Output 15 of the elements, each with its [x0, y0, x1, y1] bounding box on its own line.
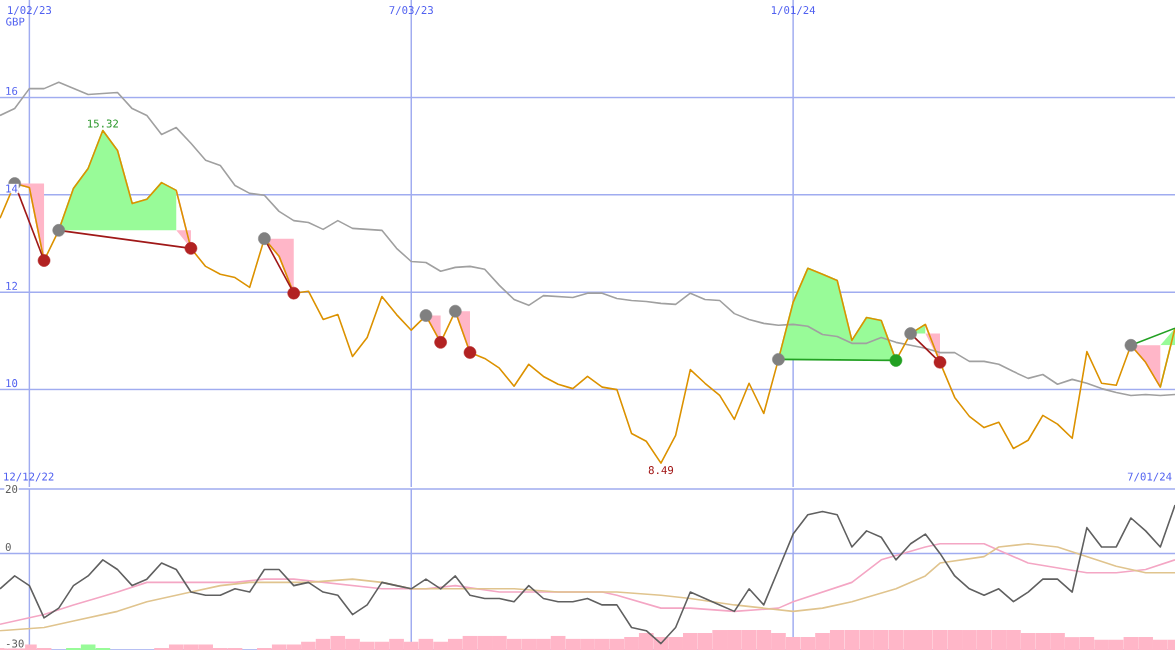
annotation: 15.32	[88, 119, 118, 128]
x-tick-label: 1/02/23	[8, 6, 52, 15]
x-tick-label: 1/01/24	[771, 6, 816, 15]
y-axis-title: GBP	[6, 17, 25, 26]
y-tick-label: 14	[6, 184, 18, 193]
annotation: 12/12/22	[4, 472, 54, 482]
x-tick-label: 7/03/23	[389, 6, 433, 15]
annotation: 8.49	[648, 466, 674, 475]
annotation: 7/01/24	[1127, 472, 1172, 482]
y-tick-label: 10	[6, 379, 18, 388]
y-tick-label: 20	[5, 484, 18, 494]
y-tick-label: 0	[5, 542, 11, 551]
y-tick-label: 12	[6, 281, 18, 290]
y-tick-label: 16	[6, 86, 18, 95]
y-tick-label: -30	[6, 639, 24, 648]
